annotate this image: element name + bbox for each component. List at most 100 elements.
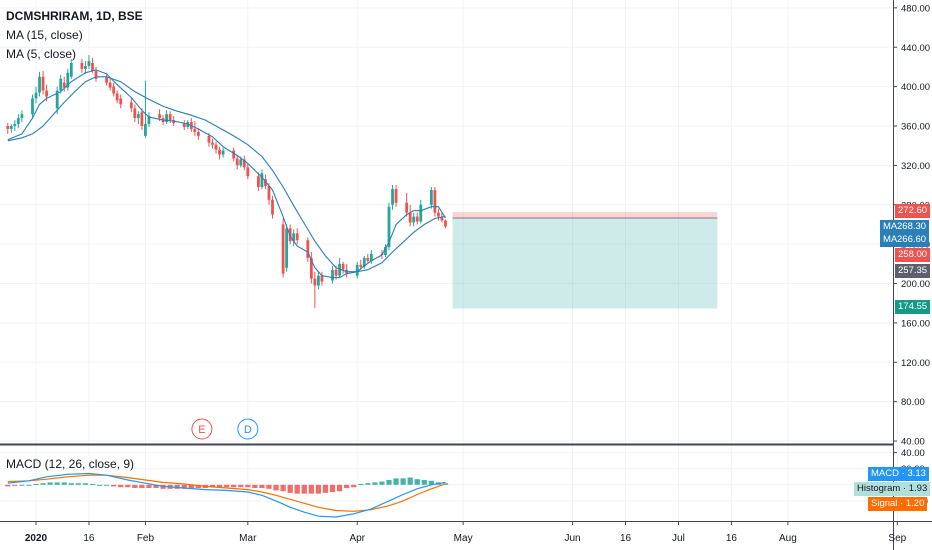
ma-price-tag: MA268.30 bbox=[880, 220, 930, 234]
candle-body-24 bbox=[119, 98, 123, 105]
histogram-bar-53 bbox=[379, 481, 385, 485]
candle-body-20 bbox=[105, 76, 108, 83]
histogram-bar-59 bbox=[421, 479, 427, 485]
price-tick-label-2: 120.00 bbox=[901, 358, 930, 369]
candle-body-80 bbox=[394, 189, 398, 203]
price-tick-label-4: 200.00 bbox=[901, 279, 930, 290]
ma5-legend[interactable]: MA (5, close) bbox=[6, 47, 77, 61]
candle-body-71 bbox=[355, 264, 359, 276]
candle-body-33 bbox=[165, 114, 169, 123]
histogram-bar-40 bbox=[287, 484, 293, 493]
histogram-bar-49 bbox=[351, 484, 357, 488]
candle-body-68 bbox=[338, 263, 341, 276]
histogram-bar-42 bbox=[301, 484, 307, 494]
histogram-bar-35 bbox=[252, 484, 258, 489]
candle-body-27 bbox=[136, 114, 140, 119]
ma-tag-name: MA bbox=[883, 221, 898, 232]
histogram-bar-3 bbox=[26, 484, 32, 486]
candle-body-73 bbox=[362, 257, 366, 267]
time-tick-label-1: 16 bbox=[83, 533, 95, 544]
macd-tag-name: Signal bbox=[871, 498, 898, 509]
profit-target-zone bbox=[452, 217, 718, 309]
histogram-bar-51 bbox=[365, 483, 371, 485]
time-tick-label-5: May bbox=[454, 533, 473, 544]
dividend-marker-letter: D bbox=[244, 424, 252, 436]
histogram-bar-5 bbox=[40, 483, 46, 485]
candle-body-11 bbox=[59, 78, 63, 91]
earnings-marker-letter: E bbox=[198, 424, 205, 436]
price-tag-value: 174.55 bbox=[898, 301, 928, 312]
histogram-bar-6 bbox=[47, 482, 53, 485]
histogram-bar-21 bbox=[153, 484, 159, 489]
histogram-bar-10 bbox=[75, 483, 81, 485]
histogram-bar-12 bbox=[89, 484, 96, 485]
macd-value-tag: MACD · 3.13 bbox=[868, 467, 929, 481]
histogram-bar-57 bbox=[407, 477, 413, 485]
price-tick-label-1: 80.00 bbox=[901, 397, 925, 408]
macd-line bbox=[7, 472, 446, 518]
candle-body-42 bbox=[211, 142, 214, 145]
candle-body-50 bbox=[246, 167, 250, 177]
candle-body-7 bbox=[38, 76, 41, 93]
candle-body-49 bbox=[242, 159, 246, 168]
time-tick-label-0: 2020 bbox=[25, 533, 48, 544]
time-tick-label-7: 16 bbox=[620, 533, 632, 544]
macd-tag-value: 1.93 bbox=[908, 483, 928, 494]
time-tick-label-11: Sep bbox=[888, 533, 906, 544]
candle-body-69 bbox=[341, 263, 345, 270]
candle-body-77 bbox=[384, 247, 387, 255]
price-tick-label-11: 480.00 bbox=[901, 3, 930, 14]
macd-legend[interactable]: MACD (12, 26, close, 9) bbox=[6, 457, 135, 471]
candle-body-26 bbox=[133, 108, 137, 119]
candle-body-46 bbox=[232, 150, 236, 159]
candle-body-89 bbox=[440, 216, 444, 221]
macd-tick-label-3: 40.00 bbox=[901, 448, 925, 459]
candle-body-18 bbox=[91, 63, 94, 71]
candle-body-62 bbox=[309, 257, 313, 279]
symbol-title[interactable]: DCMSHRIRAM, 1D, BSE bbox=[6, 9, 143, 23]
histogram-bar-13 bbox=[96, 484, 103, 486]
histogram-bar-18 bbox=[132, 484, 138, 489]
candle-body-40 bbox=[196, 131, 200, 136]
price-tag-value: 268.30 bbox=[897, 221, 927, 232]
candle-body-61 bbox=[306, 240, 310, 258]
histogram-bar-8 bbox=[61, 482, 67, 485]
histogram-bar-41 bbox=[294, 484, 300, 494]
candle-body-54 bbox=[267, 186, 271, 200]
macd-value-tag: Signal · 1.20 bbox=[868, 497, 928, 511]
histogram-bar-43 bbox=[308, 484, 314, 494]
candle-body-9 bbox=[45, 90, 48, 97]
candle-body-48 bbox=[239, 159, 243, 166]
histogram-bar-55 bbox=[393, 478, 399, 485]
candle-body-75 bbox=[369, 253, 373, 261]
histogram-bar-60 bbox=[428, 480, 434, 485]
candle-body-43 bbox=[214, 144, 218, 150]
time-tick-label-6: Jun bbox=[564, 533, 580, 544]
candle-body-83 bbox=[412, 216, 416, 223]
ma15-legend[interactable]: MA (15, close) bbox=[6, 28, 83, 42]
time-tick-label-9: 16 bbox=[726, 533, 738, 544]
candle-body-87 bbox=[433, 189, 437, 213]
candle-body-88 bbox=[437, 212, 440, 217]
histogram-bar-50 bbox=[358, 484, 364, 485]
candle-body-52 bbox=[260, 173, 264, 188]
price-tag: 257.35 bbox=[895, 264, 931, 278]
earnings-marker bbox=[191, 418, 213, 440]
candle-body-22 bbox=[112, 86, 116, 94]
stop-loss-zone bbox=[452, 212, 718, 218]
candle-body-14 bbox=[69, 63, 73, 77]
price-tick-label-10: 440.00 bbox=[901, 43, 930, 54]
candle-body-15 bbox=[80, 63, 84, 69]
candle-body-79 bbox=[391, 189, 394, 205]
histogram-bar-52 bbox=[372, 482, 378, 485]
price-tag: 174.55 bbox=[895, 300, 931, 314]
price-tick-label-0: 40.00 bbox=[901, 437, 925, 448]
signal-line bbox=[7, 474, 446, 512]
candle-body-72 bbox=[359, 264, 363, 267]
histogram-bar-38 bbox=[273, 484, 279, 491]
histogram-bar-16 bbox=[118, 484, 124, 488]
candle-body-60 bbox=[295, 233, 299, 241]
histogram-bar-36 bbox=[259, 484, 265, 489]
histogram-bar-4 bbox=[33, 484, 39, 485]
